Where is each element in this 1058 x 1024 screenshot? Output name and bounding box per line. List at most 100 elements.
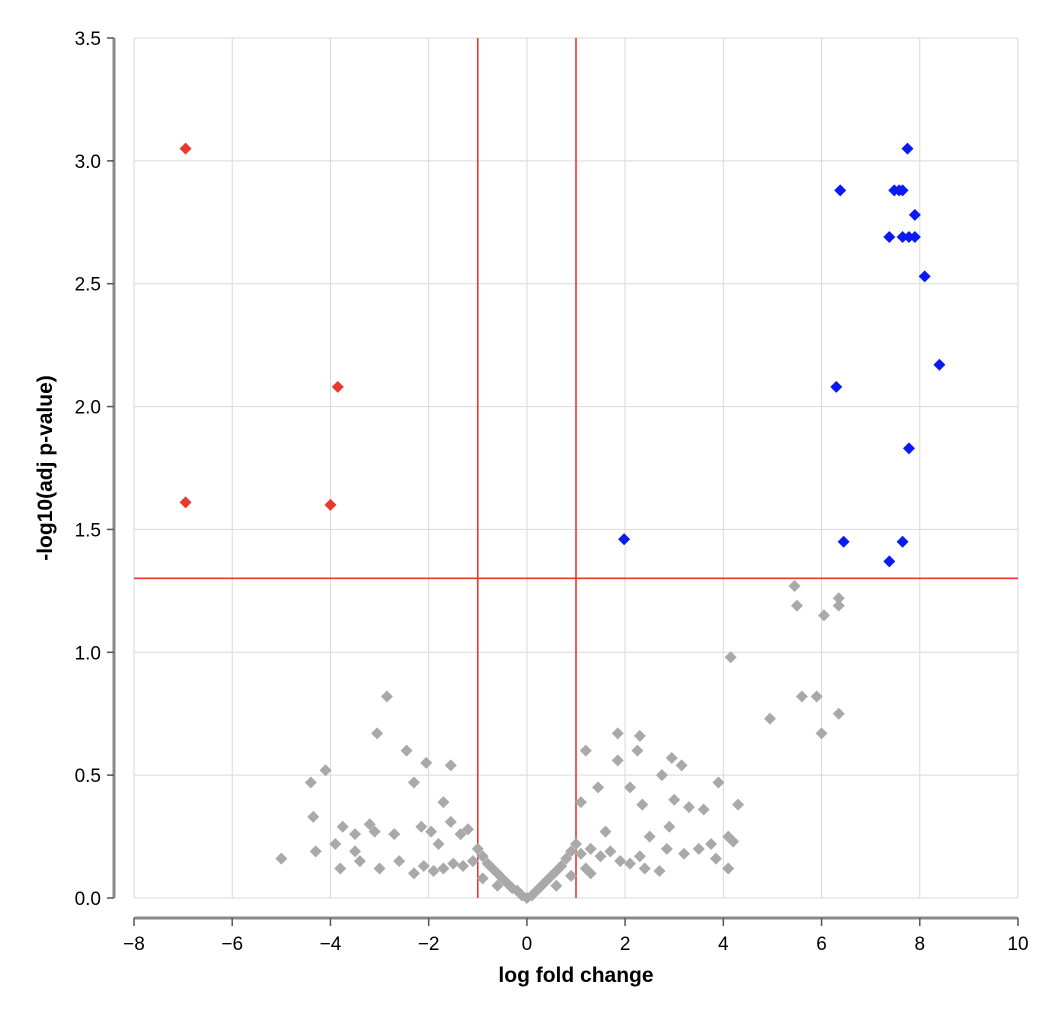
data-point [668,793,681,806]
axes: 0.0 0.5 1.0 1.5 2.0 2.5 3.0 3.5 −8 −6 −4 −2 0 2 4 6 8 10 [75,29,1029,955]
data-point [918,270,931,283]
data-point [663,820,676,833]
data-point [491,879,504,892]
data-point [454,828,467,841]
data-point [584,842,597,855]
data-point [604,845,617,858]
data-point [832,707,845,720]
data-point [697,803,710,816]
data-point [275,852,288,865]
data-point [705,837,718,850]
data-point [461,823,474,836]
data-point [901,142,914,155]
data-point [594,850,607,863]
y-axis-title: -log10(adj p-value) [34,375,57,561]
data-points [179,142,946,904]
data-point [834,184,847,197]
data-point [896,184,909,197]
data-point [444,759,457,772]
data-point [432,837,445,850]
data-point [636,798,649,811]
data-point [179,496,192,509]
data-point [795,690,808,703]
data-point [883,555,896,568]
data-point [476,850,489,863]
data-point [908,231,921,244]
data-point [457,860,470,873]
data-point [712,776,725,789]
x-tick-label: 8 [914,934,925,955]
data-point [407,776,420,789]
data-point [420,756,433,769]
data-point [447,857,460,870]
x-tick-label: 10 [1007,934,1028,955]
x-tick-label: −4 [320,934,342,955]
data-point [788,579,801,592]
data-point [550,879,563,892]
data-point [565,869,578,882]
x-tick-label: −6 [221,934,243,955]
data-point [902,442,915,455]
data-point [415,820,428,833]
data-point [599,825,612,838]
data-point [633,729,646,742]
data-point [304,776,317,789]
data-point [675,759,688,772]
data-point [722,862,735,875]
y-tick-label: 3.0 [75,152,101,173]
data-point [732,798,745,811]
data-point [933,358,946,371]
data-point [574,847,587,860]
data-point [709,852,722,865]
data-point [653,864,666,877]
y-tick-label: 2.5 [75,275,101,296]
data-point [624,781,637,794]
data-point [400,744,413,757]
y-tick-label: 0.5 [75,766,101,787]
data-point [579,862,592,875]
data-point [371,727,384,740]
data-point [692,842,705,855]
threshold-lines [134,38,1018,898]
data-point [896,231,909,244]
data-point [883,231,896,244]
data-point [349,845,361,858]
data-point [353,855,366,868]
y-tick-label: 1.5 [75,520,101,541]
data-point [624,857,637,870]
data-point [655,769,668,782]
data-point [908,208,921,221]
data-point [579,744,592,757]
data-point [324,498,337,511]
data-point [565,845,578,858]
data-point [660,842,673,855]
data-point [471,842,484,855]
data-point [425,825,438,838]
data-point [334,862,347,875]
y-tick-label: 0.0 [75,889,101,910]
data-point [727,835,740,848]
data-point [611,754,624,767]
x-tick-label: −2 [418,934,440,955]
data-point [388,828,401,841]
data-point [437,862,450,875]
y-tick-label: 3.5 [75,29,101,50]
data-point [393,855,406,868]
data-point [319,764,332,777]
data-point [633,850,646,863]
data-point [832,592,845,605]
data-point [631,744,644,757]
data-point [791,599,803,612]
data-point [373,862,386,875]
data-point [570,837,582,850]
data-point [349,828,361,841]
y-tick-label: 2.0 [75,398,101,419]
data-point [476,872,489,885]
data-point [444,815,457,828]
x-tick-label: −8 [123,934,145,955]
data-point [380,690,393,703]
data-point [815,727,828,740]
x-tick-label: 0 [522,934,533,955]
